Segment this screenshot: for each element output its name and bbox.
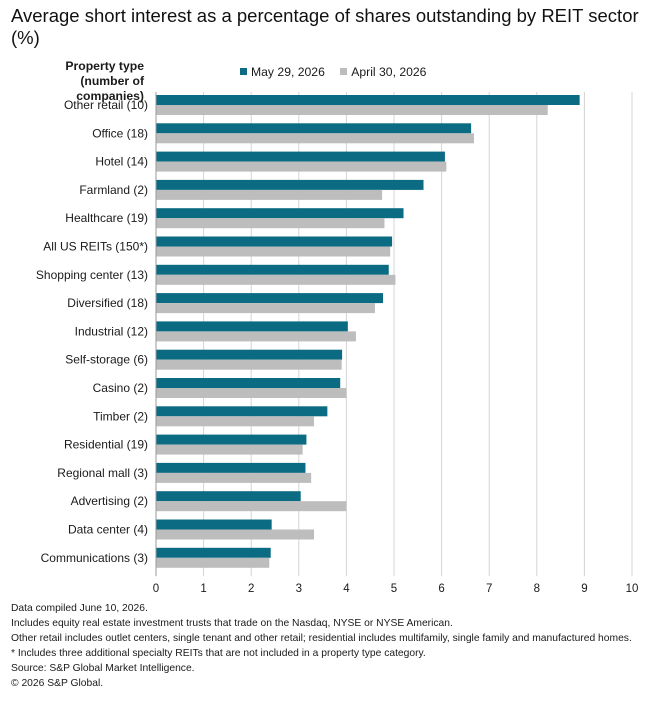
bar-series-2-14 bbox=[156, 501, 347, 512]
category-label-14: Advertising (2) bbox=[71, 494, 148, 508]
note-asterisk: * Includes three additional specialty RE… bbox=[11, 647, 426, 659]
category-label-0: Other retail (10) bbox=[64, 98, 148, 112]
legend-item-series-2: April 30, 2026 bbox=[340, 64, 426, 80]
bar-series-1-3 bbox=[156, 179, 424, 190]
x-tick-label-8: 8 bbox=[534, 583, 540, 595]
bar-series-2-11 bbox=[156, 416, 315, 427]
category-label-13: Regional mall (3) bbox=[57, 466, 148, 480]
bar-series-2-7 bbox=[156, 303, 375, 314]
bar-series-1-6 bbox=[156, 264, 389, 275]
bar-series-2-13 bbox=[156, 472, 312, 483]
bar-chart: 0 1 2 3 4 5 6 7 8 9 10 Other retail (10) Office (18)… bbox=[36, 92, 639, 595]
bar-series-2-15 bbox=[156, 529, 315, 540]
note-source: Source: S&P Global Market Intelligence. bbox=[11, 662, 195, 674]
legend-swatch-series-1 bbox=[240, 68, 247, 75]
category-label-8: Industrial (12) bbox=[75, 324, 148, 338]
bar-series-2-10 bbox=[156, 388, 347, 398]
category-label-6: Shopping center (13) bbox=[36, 268, 148, 282]
bar-series-1-15 bbox=[156, 519, 272, 530]
bar-series-2-2 bbox=[156, 161, 447, 172]
legend: May 29, 2026 April 30, 2026 bbox=[240, 64, 438, 80]
category-label-1: Office (18) bbox=[92, 126, 148, 140]
bar-series-1-14 bbox=[156, 491, 301, 502]
chart-title: Average short interest as a percentage o… bbox=[11, 5, 639, 48]
bar-series-2-0 bbox=[156, 105, 548, 115]
category-label-15: Data center (4) bbox=[68, 523, 148, 537]
note-copyright: © 2026 S&P Global. bbox=[11, 677, 104, 689]
bar-series-2-8 bbox=[156, 331, 356, 342]
category-label-11: Timber (2) bbox=[93, 409, 148, 423]
x-tick-label-7: 7 bbox=[486, 583, 492, 595]
bar-series-2-1 bbox=[156, 133, 474, 144]
x-tick-label-2: 2 bbox=[248, 583, 254, 595]
bar-series-2-4 bbox=[156, 218, 385, 229]
bar-series-2-12 bbox=[156, 444, 303, 455]
category-axis-title: Property type (number of companies) bbox=[65, 59, 144, 103]
bar-series-1-13 bbox=[156, 462, 306, 473]
chart-notes: Data compiled June 10, 2026. Includes eq… bbox=[11, 603, 651, 693]
category-label-10: Casino (2) bbox=[93, 381, 148, 395]
bar-series-1-4 bbox=[156, 208, 404, 219]
legend-item-series-1: May 29, 2026 bbox=[240, 64, 325, 80]
x-tick-label-3: 3 bbox=[296, 583, 302, 595]
bar-series-1-10 bbox=[156, 378, 341, 388]
bar-series-2-6 bbox=[156, 274, 396, 285]
bar-series-2-16 bbox=[156, 557, 270, 568]
bar-series-1-16 bbox=[156, 547, 271, 558]
bar-series-1-9 bbox=[156, 349, 343, 360]
bar-series-1-0 bbox=[156, 95, 580, 105]
category-label-5: All US REITs (150*) bbox=[43, 240, 148, 254]
bar-series-1-2 bbox=[156, 151, 445, 162]
category-label-4: Healthcare (19) bbox=[65, 211, 148, 225]
x-tick-label-1: 1 bbox=[200, 583, 206, 595]
note-definitions: Other retail includes outlet centers, si… bbox=[11, 632, 632, 644]
bar-series-1-11 bbox=[156, 406, 328, 417]
x-tick-label-9: 9 bbox=[581, 583, 587, 595]
bar-series-2-9 bbox=[156, 359, 342, 370]
bar-series-1-5 bbox=[156, 236, 393, 247]
category-label-2: Hotel (14) bbox=[95, 155, 148, 169]
x-tick-label-5: 5 bbox=[391, 583, 397, 595]
x-tick-label-0: 0 bbox=[153, 583, 159, 595]
bar-series-1-7 bbox=[156, 293, 384, 304]
x-tick-label-6: 6 bbox=[438, 583, 444, 595]
category-label-7: Diversified (18) bbox=[67, 296, 148, 310]
legend-label-series-1: May 29, 2026 bbox=[251, 65, 325, 79]
bar-series-1-1 bbox=[156, 123, 472, 134]
x-tick-label-10: 10 bbox=[626, 583, 639, 595]
legend-label-series-2: April 30, 2026 bbox=[351, 65, 427, 79]
bar-series-1-12 bbox=[156, 434, 307, 445]
legend-swatch-series-2 bbox=[340, 68, 348, 75]
category-label-16: Communications (3) bbox=[41, 551, 148, 565]
note-date: Data compiled June 10, 2026. bbox=[11, 603, 148, 614]
category-label-3: Farmland (2) bbox=[79, 183, 148, 197]
bar-series-1-8 bbox=[156, 321, 348, 332]
category-label-12: Residential (19) bbox=[64, 438, 148, 452]
category-label-9: Self-storage (6) bbox=[65, 353, 148, 367]
note-scope: Includes equity real estate investment t… bbox=[11, 617, 453, 629]
x-tick-label-4: 4 bbox=[343, 583, 350, 595]
bar-series-2-5 bbox=[156, 246, 391, 257]
bar-series-2-3 bbox=[156, 189, 383, 200]
